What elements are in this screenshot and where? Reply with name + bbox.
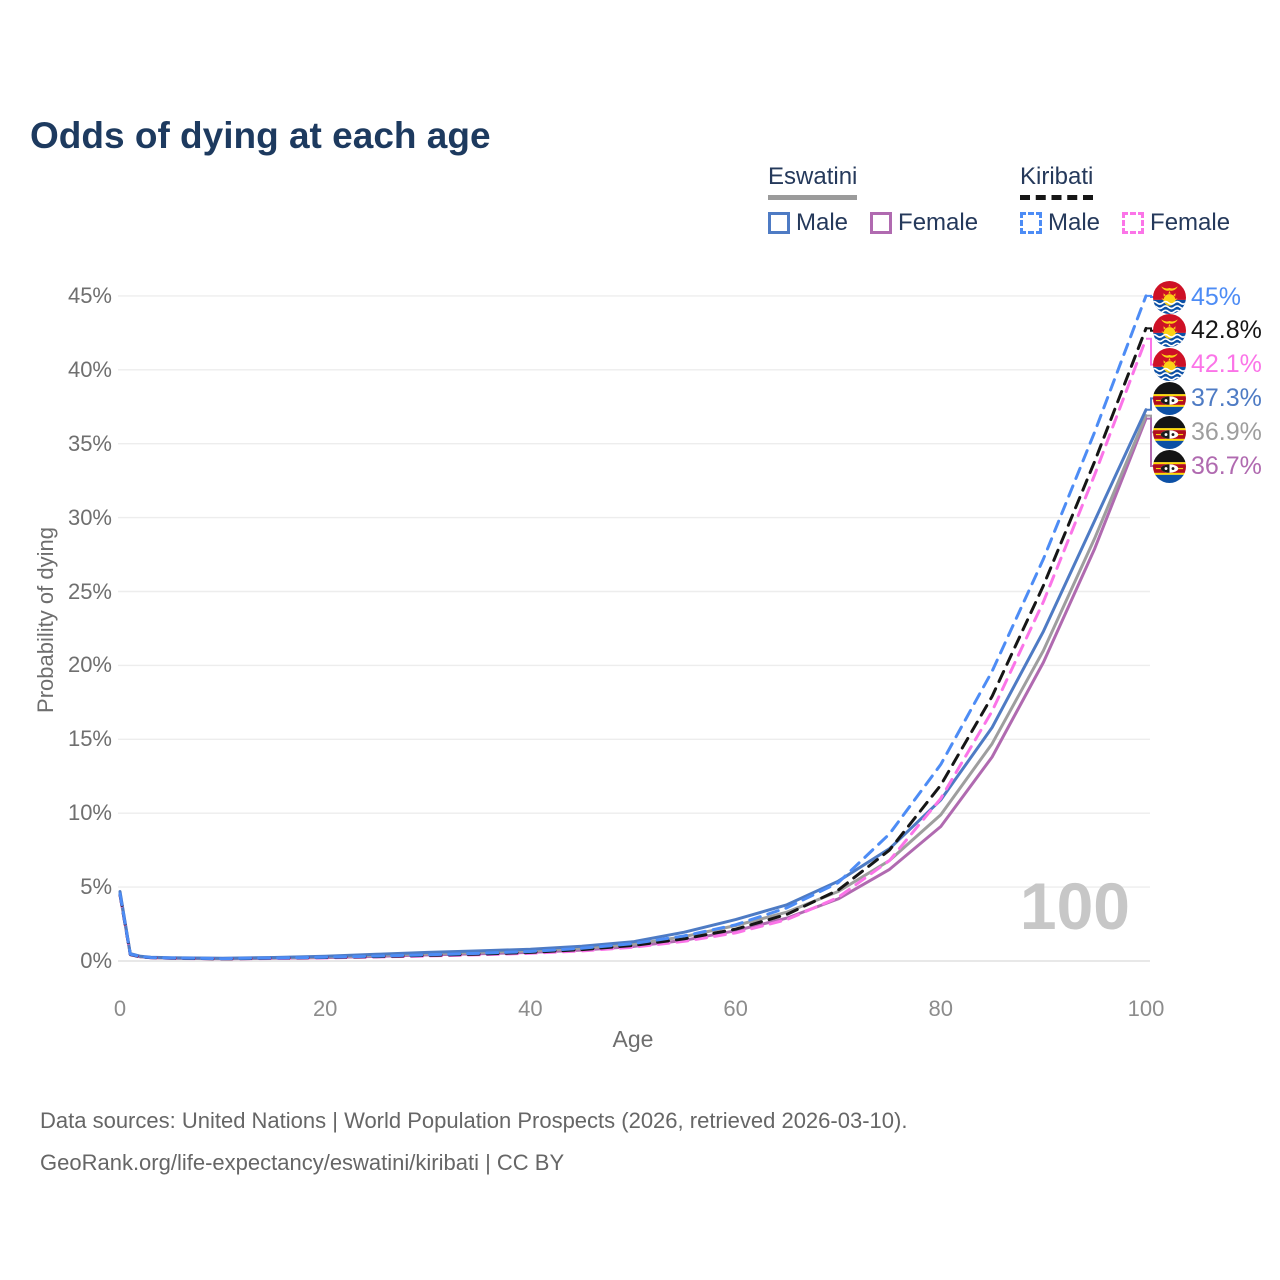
age-watermark: 100 xyxy=(1019,869,1130,943)
y-tick-label-25: 25% xyxy=(67,578,112,604)
kiribati-flag-icon xyxy=(1153,348,1186,382)
x-tick-label-0: 0 xyxy=(113,996,127,1021)
end-label-kiribati-both-sexes: 42.8% xyxy=(1153,314,1262,348)
eswatini-flag-icon xyxy=(1153,449,1186,483)
kiribati-flag-icon xyxy=(1153,280,1186,314)
end-label-connector-kiribati-female xyxy=(1146,337,1155,366)
legend-label-kiribati-female: Female xyxy=(1150,209,1231,236)
end-label-eswatini-both-sexes: 36.9% xyxy=(1153,415,1262,449)
y-tick-label-35: 35% xyxy=(67,430,112,456)
x-tick-label-100: 100 xyxy=(1127,996,1165,1021)
end-label-value: 45% xyxy=(1191,282,1242,311)
series-line-kiribati-female xyxy=(118,337,1148,961)
legend-item-kiribati-female: Female xyxy=(1122,209,1230,237)
eswatini-flag-icon xyxy=(1153,415,1186,449)
y-tick-label-15: 15% xyxy=(67,726,112,752)
kiribati-female-swatch-icon xyxy=(1122,212,1145,234)
y-tick-label-30: 30% xyxy=(67,504,112,530)
legend-country-eswatini: Eswatini xyxy=(768,163,858,200)
eswatini-female-swatch-icon xyxy=(870,212,893,234)
footer-attribution: GeoRank.org/life-expectancy/eswatini/kir… xyxy=(40,1150,565,1175)
legend-item-kiribati-male: Male xyxy=(1020,209,1100,237)
kiribati-male-swatch-icon xyxy=(1020,212,1042,234)
footer-data-sources: Data sources: United Nations | World Pop… xyxy=(40,1108,908,1133)
y-tick-label-45: 45% xyxy=(67,282,112,308)
y-tick-label-40: 40% xyxy=(67,356,112,382)
legend-group-eswatini: Eswatini Male Female xyxy=(768,163,978,237)
end-label-value: 36.9% xyxy=(1191,417,1262,446)
series-line-kiribati-male xyxy=(118,294,1148,961)
end-label-kiribati-female: 42.1% xyxy=(1153,348,1262,382)
end-label-connector-eswatini-male xyxy=(1146,397,1155,411)
y-tick-label-20: 20% xyxy=(67,652,112,678)
y-axis-title: Probability of dying xyxy=(33,527,58,713)
legend-item-eswatini-male: Male xyxy=(768,209,848,237)
x-tick-label-20: 20 xyxy=(312,996,338,1021)
legend-label-eswatini-male: Male xyxy=(796,209,849,236)
y-tick-label-0: 0% xyxy=(80,948,112,973)
legend-country-kiribati: Kiribati xyxy=(1020,163,1094,200)
legend-label-kiribati-male: Male xyxy=(1048,209,1101,236)
legend-group-kiribati: Kiribati Male Female xyxy=(1020,163,1230,237)
end-label-eswatini-female: 36.7% xyxy=(1153,449,1262,483)
legend-label-eswatini-female: Female xyxy=(898,209,979,236)
kiribati-flag-icon xyxy=(1153,314,1186,348)
y-tick-label-10: 10% xyxy=(67,800,112,826)
eswatini-flag-icon xyxy=(1153,381,1186,415)
x-tick-label-60: 60 xyxy=(723,996,748,1021)
page-title: Odds of dying at each age xyxy=(30,114,491,156)
end-label-value: 42.8% xyxy=(1191,316,1262,345)
series-line-kiribati-both-sexes xyxy=(118,326,1148,961)
x-axis-title: Age xyxy=(612,1026,654,1052)
x-tick-label-80: 80 xyxy=(928,996,954,1021)
eswatini-male-swatch-icon xyxy=(768,212,790,234)
x-tick-label-40: 40 xyxy=(518,996,543,1021)
y-tick-label-5: 5% xyxy=(80,874,112,900)
end-label-kiribati-male: 45% xyxy=(1153,280,1242,314)
end-label-value: 37.3% xyxy=(1191,383,1262,412)
legend-item-eswatini-female: Female xyxy=(870,209,978,237)
end-label-eswatini-male: 37.3% xyxy=(1153,381,1262,415)
end-label-value: 42.1% xyxy=(1191,350,1262,379)
end-label-value: 36.7% xyxy=(1191,451,1262,480)
